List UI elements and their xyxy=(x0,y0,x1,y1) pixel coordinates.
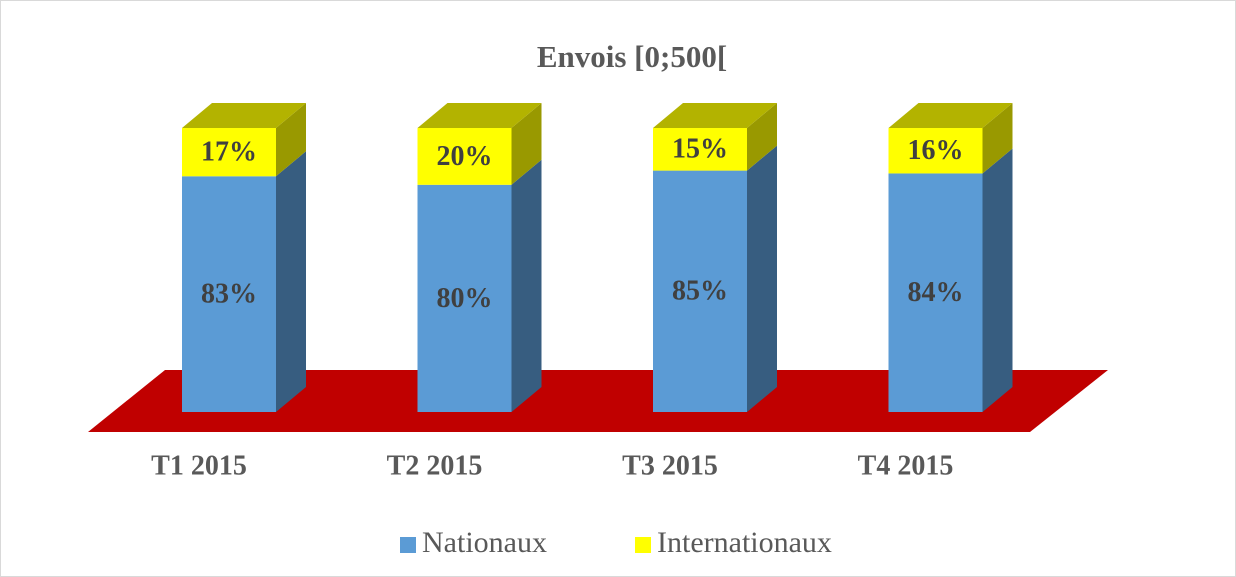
legend-label: Nationaux xyxy=(422,526,547,559)
bar-top xyxy=(417,103,542,128)
data-label: 17% xyxy=(201,137,257,168)
data-label: 85% xyxy=(672,276,728,307)
bar-side xyxy=(747,145,777,412)
data-label: 16% xyxy=(908,135,964,166)
bar-top xyxy=(653,103,777,128)
bar-top xyxy=(888,103,1013,128)
data-label: 83% xyxy=(201,279,257,310)
legend-label: Internationaux xyxy=(657,526,832,559)
data-label: 20% xyxy=(437,141,493,172)
data-label: 84% xyxy=(908,277,964,308)
bar-top xyxy=(182,103,306,128)
data-label: 15% xyxy=(672,134,728,165)
x-tick-label: T1 2015 xyxy=(151,450,247,481)
bar-side xyxy=(982,103,1013,174)
legend-swatch xyxy=(635,537,651,553)
bar-side xyxy=(276,151,306,412)
bar xyxy=(417,128,512,185)
x-tick-label: T3 2015 xyxy=(622,450,718,481)
data-label: 80% xyxy=(437,283,493,314)
bar xyxy=(417,184,512,412)
bar xyxy=(888,128,983,174)
bar-side xyxy=(276,103,306,177)
x-tick-label: T4 2015 xyxy=(858,450,954,481)
bar xyxy=(182,128,276,177)
chart-title: Envois [0;500[ xyxy=(537,39,727,74)
legend-swatch xyxy=(400,537,416,553)
bar xyxy=(653,128,747,171)
floor xyxy=(88,370,1108,432)
bar-side xyxy=(982,148,1013,412)
bar-side xyxy=(511,159,542,412)
x-tick-label: T2 2015 xyxy=(387,450,483,481)
bar xyxy=(888,173,983,412)
bar-side xyxy=(511,103,542,185)
bar-side xyxy=(747,103,777,171)
bar xyxy=(182,176,276,412)
bar xyxy=(653,170,747,412)
